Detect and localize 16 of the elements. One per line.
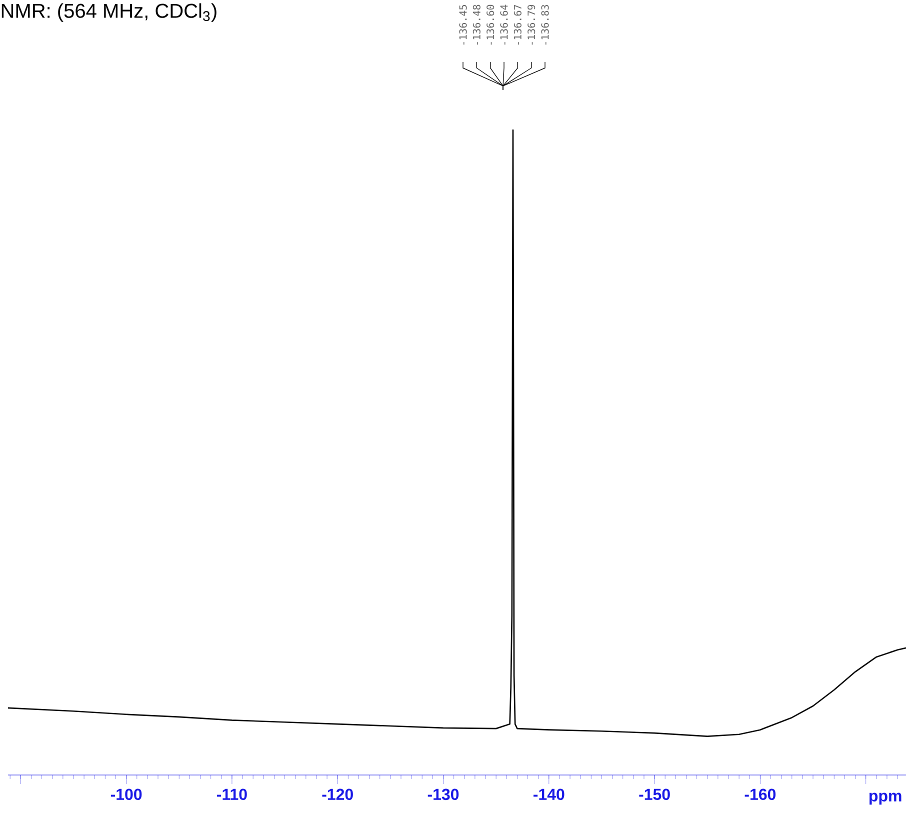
text: -136.45 xyxy=(459,5,467,45)
text: -136.48 xyxy=(472,4,480,45)
text: -136.64 xyxy=(500,4,508,45)
text: -136.60 xyxy=(486,4,494,45)
chart-title: NMR: (564 MHz, CDCl$_{3}$) xyxy=(2,3,216,22)
x-tick-label: -130 xyxy=(428,788,459,800)
text: -136.83 xyxy=(541,5,549,45)
x-tick-label: -140 xyxy=(534,788,564,800)
x-tick-label: -160 xyxy=(744,788,776,800)
x-axis-title: ppm xyxy=(870,792,902,805)
x-tick-label: -110 xyxy=(217,788,247,800)
x-tick-label: -150 xyxy=(639,788,670,800)
text: -136.67 xyxy=(514,5,522,45)
text: -136.79 xyxy=(528,4,536,45)
x-tick-label: -100 xyxy=(110,788,142,800)
x-tick-label: -120 xyxy=(322,788,353,800)
